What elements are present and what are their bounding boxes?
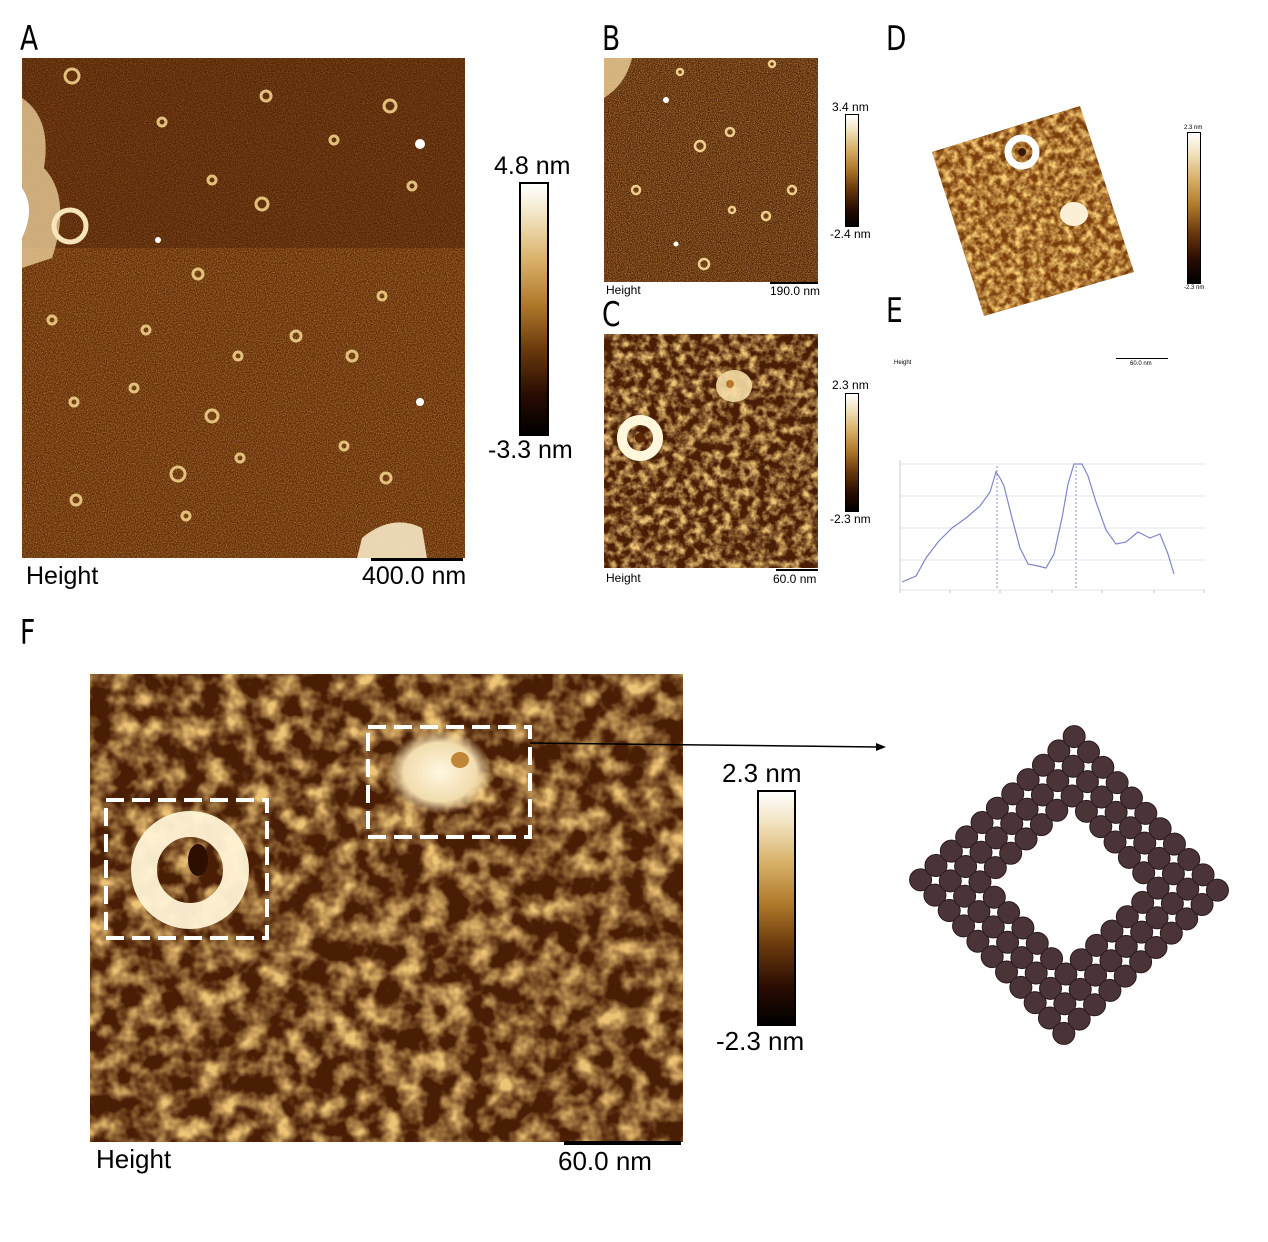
origami-model-f — [876, 690, 1262, 1080]
afm-3d-surface-d — [930, 104, 1135, 318]
colorbar-d — [1187, 132, 1201, 284]
colorbar-a — [519, 182, 549, 436]
scale-bar-c — [776, 569, 818, 571]
colorbar-max-b: 3.4 nm — [832, 100, 869, 114]
scale-bar-a — [371, 558, 463, 561]
dashed-box-left — [104, 798, 269, 940]
pointer-arrow — [529, 742, 879, 748]
afm-image-f — [90, 674, 683, 1142]
colorbar-b — [845, 114, 859, 227]
height-label-b: Height — [606, 283, 641, 297]
panel-letter-b: B — [602, 19, 621, 59]
panel-letter-f: F — [20, 613, 36, 653]
height-label-a: Height — [26, 562, 99, 590]
colorbar-min-b: -2.4 nm — [830, 227, 871, 241]
height-label-e: Height — [894, 360, 912, 366]
scale-bar-b — [770, 282, 818, 284]
colorbar-max-a: 4.8 nm — [494, 152, 571, 180]
afm-image-b — [604, 58, 818, 282]
dashed-box-right — [366, 725, 532, 839]
afm-image-c — [604, 334, 818, 568]
panel-letter-e: E — [886, 291, 903, 331]
scale-label-b: 190.0 nm — [770, 284, 821, 298]
colorbar-max-d: 2.3 nm — [1184, 125, 1203, 131]
pointer-arrow-head — [876, 743, 886, 751]
height-profile-plot-e — [896, 458, 1208, 594]
scale-label-e: 60.0 nm — [1130, 361, 1152, 367]
panel-letter-c: C — [602, 295, 621, 335]
colorbar-f — [757, 790, 796, 1026]
origami-tile — [1205, 878, 1229, 902]
scale-bar-e — [1116, 358, 1168, 359]
scale-bar-f — [564, 1141, 681, 1145]
scale-label-a: 400.0 nm — [362, 562, 467, 590]
colorbar-max-f: 2.3 nm — [722, 758, 802, 788]
colorbar-max-c: 2.3 nm — [832, 378, 869, 392]
height-label-f: Height — [96, 1144, 172, 1174]
afm-image-a — [22, 58, 465, 558]
colorbar-min-f: -2.3 nm — [716, 1026, 805, 1056]
colorbar-min-d: -2.3 nm — [1184, 285, 1205, 291]
scale-label-f: 60.0 nm — [558, 1146, 652, 1176]
colorbar-min-c: -2.3 nm — [830, 512, 871, 526]
panel-letter-a: A — [20, 19, 39, 59]
colorbar-min-a: -3.3 nm — [488, 436, 573, 464]
height-label-c: Height — [606, 571, 641, 585]
scale-label-c: 60.0 nm — [773, 572, 817, 586]
panel-letter-d: D — [886, 19, 907, 59]
colorbar-c — [845, 393, 859, 512]
